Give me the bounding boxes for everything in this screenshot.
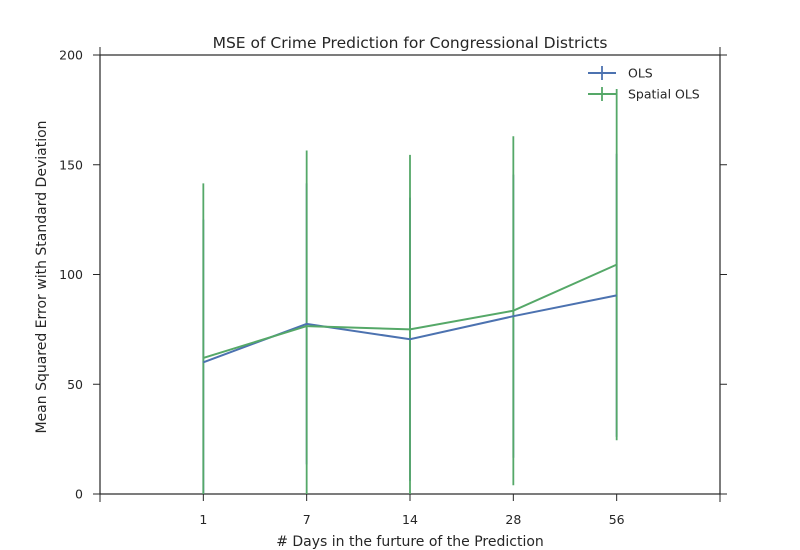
series-line-spatial-ols bbox=[203, 263, 618, 359]
x-tick-label: 1 bbox=[199, 512, 207, 527]
x-tick-label: 28 bbox=[505, 512, 521, 527]
y-axis-label: Mean Squared Error with Standard Deviati… bbox=[34, 120, 50, 433]
y-tick-label: 50 bbox=[67, 377, 83, 392]
legend-label-spatial-ols: Spatial OLS bbox=[628, 87, 700, 102]
y-tick-label: 150 bbox=[59, 157, 83, 172]
y-tick-label: 0 bbox=[75, 487, 83, 502]
x-axis-ticks: 1 7 14 28 56 bbox=[99, 47, 721, 527]
y-axis-ticks: 0 50 100 150 200 bbox=[59, 48, 727, 502]
x-axis-label: # Days in the furture of the Prediction bbox=[276, 534, 544, 550]
x-tick-label: 14 bbox=[402, 512, 418, 527]
legend: OLS Spatial OLS bbox=[588, 66, 700, 102]
x-tick-label: 56 bbox=[609, 512, 625, 527]
x-tick-label: 7 bbox=[303, 512, 311, 527]
legend-label-ols: OLS bbox=[628, 66, 653, 81]
series-lines bbox=[202, 263, 618, 364]
y-tick-label: 100 bbox=[59, 267, 83, 282]
y-tick-label: 200 bbox=[59, 48, 83, 63]
chart-title: MSE of Crime Prediction for Congressiona… bbox=[213, 34, 608, 52]
